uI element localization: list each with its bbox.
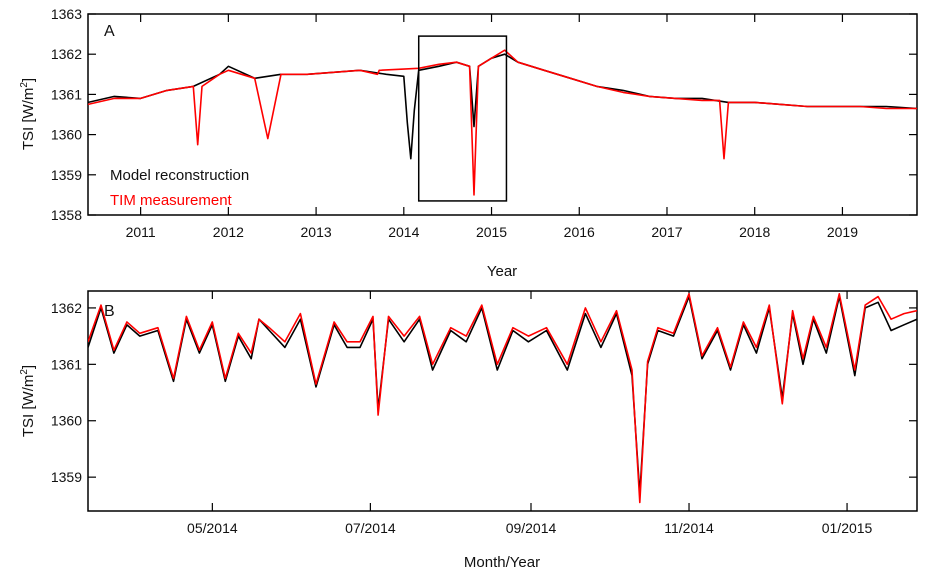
panel-b-letter: B <box>104 303 115 320</box>
panel-b-y-label-sup: 2 <box>19 369 30 375</box>
panel-b-x-ticks: 05/2014 07/2014 09/2014 11/2014 01/2015 <box>187 291 873 536</box>
x-tick-label-a: 2015 <box>476 224 507 240</box>
panel-a-y-label-main: TSI [W/m <box>20 88 37 151</box>
panel-b-y-ticks: 1359 1360 1361 1362 <box>51 300 917 485</box>
panel-b-y-label-main: TSI [W/m <box>20 375 37 438</box>
panel-b-y-label-end: ] <box>20 365 37 369</box>
panel-a-series <box>88 49 917 196</box>
x-tick-label-a: 2013 <box>301 224 332 240</box>
panel-a-y-ticks: 1358 1359 1360 1361 1362 1363 <box>51 6 917 223</box>
y-tick-label-a: 1358 <box>51 207 82 223</box>
y-tick-label-a: 1361 <box>51 86 82 102</box>
panel-b-frame <box>87 290 918 512</box>
x-tick-label-a: 2011 <box>126 224 156 240</box>
y-tick-label-a: 1363 <box>51 6 82 22</box>
panel-b-series <box>88 292 917 504</box>
x-tick-label-a: 2016 <box>564 224 595 240</box>
series-line-b-0 <box>88 295 917 495</box>
panel-a-y-label-end: ] <box>20 78 37 82</box>
series-line-a-1 <box>88 49 917 196</box>
y-tick-label-a: 1359 <box>51 167 82 183</box>
y-tick-label-b: 1360 <box>51 413 82 429</box>
x-tick-label-b: 07/2014 <box>345 520 396 536</box>
panel-b-y-label: TSI [W/m2] <box>19 365 37 437</box>
y-tick-label-b: 1362 <box>51 300 82 316</box>
panel-a-y-label: TSI [W/m2] <box>19 78 37 150</box>
legend-model: Model reconstruction <box>110 167 249 184</box>
y-tick-label-a: 1360 <box>51 127 82 143</box>
y-tick-label-a: 1362 <box>51 46 82 62</box>
series-line-b-1 <box>88 292 917 504</box>
x-tick-label-b: 01/2015 <box>822 520 873 536</box>
panel-a-x-ticks: 2011 2012 2013 2014 2015 2016 2017 2018 2019 <box>126 14 858 240</box>
x-tick-label-a: 2017 <box>651 224 682 240</box>
panel-a-frame <box>87 13 918 216</box>
highlight-box <box>417 35 508 202</box>
series-line-a-0 <box>88 53 917 160</box>
y-tick-label-b: 1359 <box>51 469 82 485</box>
x-tick-label-a: 2012 <box>213 224 244 240</box>
x-tick-label-a: 2018 <box>739 224 770 240</box>
panel-a-letter: A <box>104 23 115 40</box>
panel-a-y-label-sup: 2 <box>19 82 30 88</box>
panel-b-x-label: Month/Year <box>464 554 540 571</box>
legend-tim: TIM measurement <box>110 192 233 209</box>
x-tick-label-a: 2019 <box>827 224 858 240</box>
x-tick-label-b: 09/2014 <box>506 520 557 536</box>
panel-b-chart: 1359 1360 1361 1362 05/2014 07/2014 09/2014 11… <box>19 290 918 571</box>
panel-a-x-label: Year <box>487 263 517 280</box>
y-tick-label-b: 1361 <box>51 356 82 372</box>
x-tick-label-b: 11/2014 <box>664 520 714 536</box>
x-tick-label-a: 2014 <box>388 224 419 240</box>
x-tick-label-b: 05/2014 <box>187 520 238 536</box>
